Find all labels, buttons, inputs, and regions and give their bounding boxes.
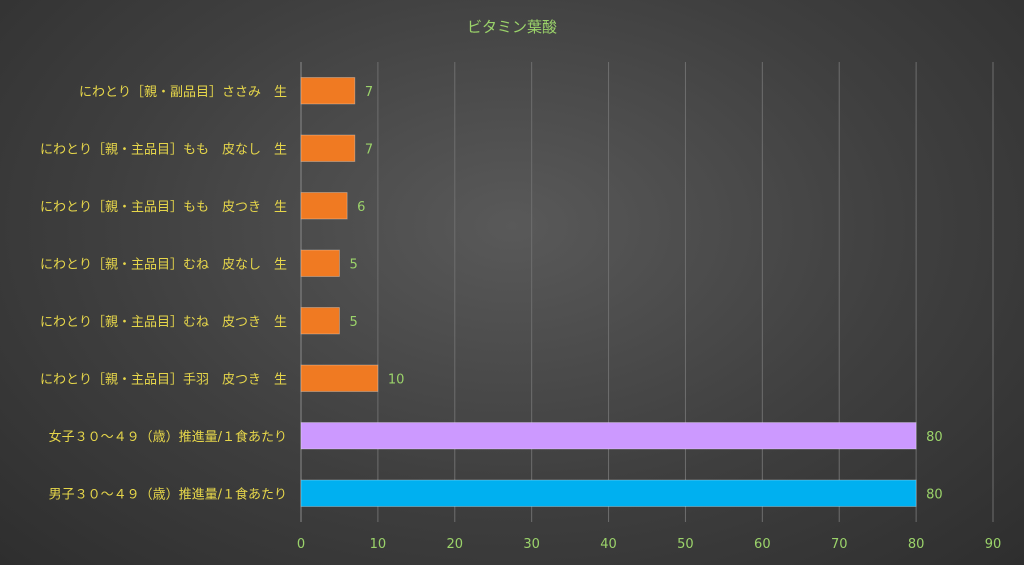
bar (300, 77, 356, 105)
chart-title: ビタミン葉酸 (467, 18, 557, 36)
x-tick-label: 90 (985, 537, 1002, 552)
bars (300, 77, 917, 507)
data-label: 7 (365, 142, 373, 157)
bar (300, 479, 917, 507)
grid-lines (300, 62, 994, 522)
category-label: にわとり［親・主品目］もも 皮なし 生 (40, 142, 287, 157)
category-label: 男子３０～４９（歳）推進量/１食あたり (49, 486, 287, 502)
category-label: にわとり［親・主品目］むね 皮つき 生 (40, 315, 287, 330)
x-tick-label: 20 (447, 537, 464, 552)
category-label: にわとり［親・副品目］ささみ 生 (79, 85, 287, 100)
x-tick-label: 40 (600, 537, 617, 552)
bar (300, 192, 348, 220)
x-tick-label: 10 (370, 537, 387, 552)
category-label: にわとり［親・主品目］もも 皮つき 生 (40, 200, 287, 215)
x-tick-label: 0 (297, 537, 305, 552)
data-label: 10 (388, 372, 405, 387)
data-label: 7 (365, 85, 373, 100)
data-label: 5 (349, 315, 357, 330)
data-label: 6 (357, 200, 365, 215)
category-label: にわとり［親・主品目］手羽 皮つき 生 (40, 372, 287, 387)
x-tick-labels: 0 10 20 30 40 50 60 70 80 90 (297, 537, 1001, 552)
bar (300, 307, 340, 335)
data-label: 5 (349, 257, 357, 272)
data-label: 80 (926, 430, 943, 445)
category-label: にわとり［親・主品目］むね 皮なし 生 (40, 257, 287, 272)
bar (300, 422, 917, 450)
bar (300, 364, 379, 392)
bar (300, 249, 340, 277)
x-tick-label: 70 (831, 537, 848, 552)
x-tick-label: 80 (908, 537, 925, 552)
bar (300, 134, 356, 162)
data-labels: 7 7 6 5 5 10 80 80 (349, 85, 942, 503)
x-tick-label: 30 (523, 537, 540, 552)
x-tick-label: 60 (754, 537, 771, 552)
category-label: 女子３０～４９（歳）推進量/１食あたり (49, 429, 287, 445)
x-tick-label: 50 (677, 537, 694, 552)
data-label: 80 (926, 487, 943, 502)
